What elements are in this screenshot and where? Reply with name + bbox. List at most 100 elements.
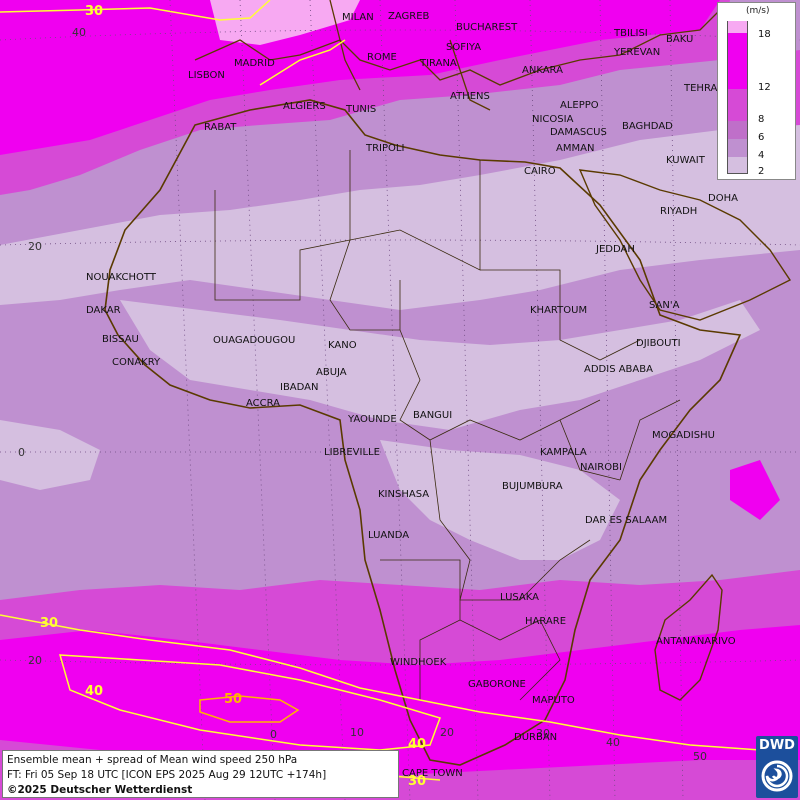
lat-label-20n: 20 (28, 240, 42, 253)
city-label: BISSAU (102, 334, 139, 345)
city-label: BAKU (666, 34, 693, 45)
city-label: TBILISI (613, 28, 648, 39)
info-forecast-time: FT: Fri 05 Sep 18 UTC [ICON EPS 2025 Aug… (7, 769, 327, 781)
contour-30-north (0, 0, 271, 21)
city-label: LUANDA (368, 530, 409, 541)
city-label: ANKARA (522, 65, 563, 76)
contour-30-north-b (259, 39, 346, 86)
city-label: HARARE (525, 616, 566, 627)
dwd-logo-text: DWD (759, 738, 795, 753)
lon-label-10: 10 (350, 726, 364, 739)
contour-label-40-sw: 40 (85, 684, 103, 699)
field-south-peak (40, 665, 330, 730)
city-label: GABORONE (468, 679, 526, 690)
legend-tick: 2 (758, 166, 765, 177)
city-label: DAKAR (86, 305, 121, 316)
legend-swatch-18 (727, 21, 748, 33)
city-label: CAIRO (524, 166, 556, 177)
contour-label-40-s: 40 (408, 737, 426, 752)
dwd-swirl-icon (761, 760, 793, 792)
legend-unit: (m/s) (746, 6, 770, 16)
city-label: MILAN (342, 12, 374, 23)
contour-30-south (0, 614, 761, 751)
city-label: SAN'A (649, 300, 680, 311)
city-label: DURBAN (514, 732, 557, 743)
city-label: BAGHDAD (622, 121, 673, 132)
field-west-light (0, 420, 100, 490)
city-label: TIRANA (419, 58, 457, 69)
city-label: YAOUNDE (347, 414, 397, 425)
contour-label-30-s: 30 (408, 774, 426, 789)
city-label: BUJUMBURA (502, 481, 563, 492)
city-label: LISBON (188, 70, 225, 81)
lat-label-20s: 20 (28, 654, 42, 667)
contour-label-30-nw: 30 (85, 4, 103, 19)
city-label: BANGUI (413, 410, 452, 421)
arabia-coastline (578, 169, 792, 321)
city-label: ABUJA (316, 367, 347, 378)
city-label: TRIPOLI (365, 143, 404, 154)
city-label: ANTANANARIVO (656, 636, 736, 647)
city-label: DJIBOUTI (636, 338, 681, 349)
legend-swatch-8 (727, 89, 748, 121)
city-label: DAMASCUS (550, 127, 607, 138)
legend-swatch-12 (727, 33, 748, 89)
city-label: ROME (367, 52, 397, 63)
dwd-logo: DWD (756, 736, 798, 798)
europe-coastline (194, 0, 721, 111)
field-central-light (120, 300, 760, 430)
city-label: ACCRA (246, 398, 280, 409)
legend-tick: 12 (758, 82, 771, 93)
madagascar-coastline (654, 573, 723, 701)
lon-label-20: 20 (440, 726, 454, 739)
colorbar-legend: (m/s) 18 12 8 6 4 2 (717, 2, 796, 180)
city-label: NAIROBI (580, 462, 622, 473)
lat-label-0: 0 (18, 446, 25, 459)
city-label: TUNIS (345, 104, 376, 115)
city-label: ALGIERS (283, 101, 326, 112)
city-label: YEREVAN (613, 47, 660, 58)
legend-tick: 18 (758, 29, 771, 40)
city-label: AMMAN (556, 143, 594, 154)
city-label: DOHA (708, 193, 738, 204)
city-label: RIYADH (660, 206, 697, 217)
city-label: ZAGREB (388, 11, 430, 22)
city-label: MAPUTO (532, 695, 575, 706)
field-sahara-light (0, 125, 800, 310)
lon-label-0: 0 (270, 728, 277, 741)
city-label: NOUAKCHOTT (86, 272, 157, 283)
city-label: CONAKRY (112, 357, 161, 368)
city-label: MOGADISHU (652, 430, 715, 441)
contour-label-30-sw: 30 (40, 616, 58, 631)
city-label: TEHRAN (683, 83, 725, 94)
city-label: KAMPALA (540, 447, 587, 458)
legend-tick: 4 (758, 150, 765, 161)
city-labels: MILAN ZAGREB BUCHAREST TBILISI BAKU MADR… (86, 11, 738, 779)
city-label: IBADAN (280, 382, 319, 393)
city-label: SOFIYA (446, 42, 481, 53)
city-label: BUCHAREST (456, 22, 518, 33)
city-label: KUWAIT (666, 155, 706, 166)
city-label: MADRID (234, 58, 275, 69)
legend-tick: 6 (758, 132, 765, 143)
contour-label-50: 50 (224, 692, 242, 707)
lon-label-40: 40 (606, 736, 620, 749)
country-borders (214, 150, 681, 701)
city-label: KANO (328, 340, 357, 351)
lon-label-30: 30 (536, 727, 550, 740)
field-north-core (0, 0, 720, 155)
city-label: WINDHOEK (390, 657, 447, 668)
field-equator-light (380, 440, 620, 560)
city-label: DAR ES SALAAM (585, 515, 667, 526)
field-north-peak (210, 0, 360, 45)
city-label: LUSAKA (500, 592, 539, 603)
legend-swatch-2 (727, 157, 748, 174)
city-label: LIBREVILLE (324, 447, 380, 458)
city-label: ADDIS ABABA (584, 364, 653, 375)
lon-label-50: 50 (693, 750, 707, 763)
city-label: JEDDAH (595, 244, 635, 255)
city-label: CAPE TOWN (402, 768, 463, 779)
contour-40-south (58, 654, 441, 751)
info-title: Ensemble mean + spread of Mean wind spee… (7, 754, 298, 766)
